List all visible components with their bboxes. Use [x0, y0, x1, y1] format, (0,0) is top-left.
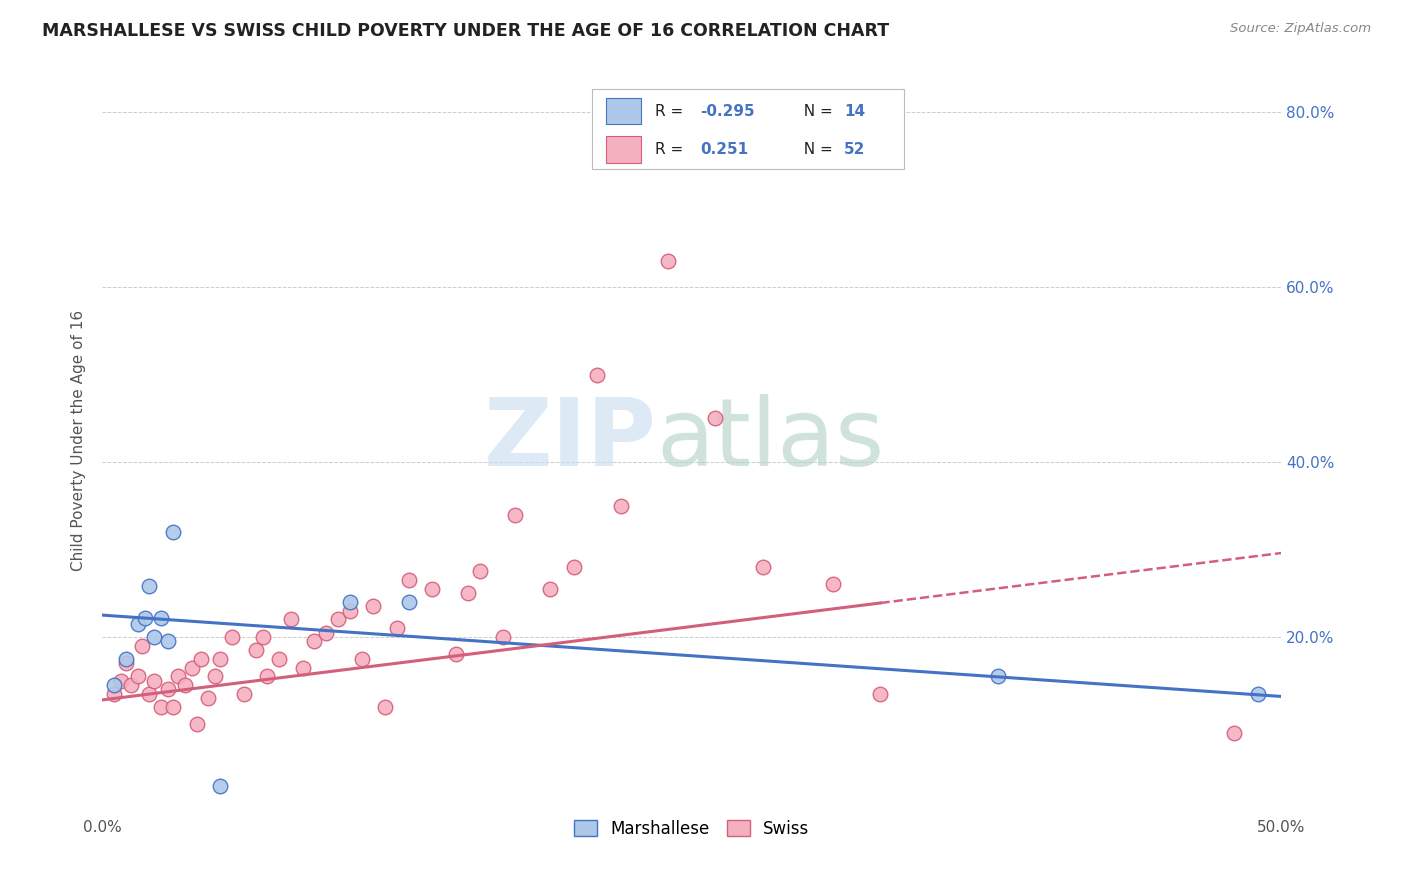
Point	[157, 682, 180, 697]
Point	[127, 669, 149, 683]
Text: -0.295: -0.295	[700, 103, 755, 119]
Point	[538, 582, 561, 596]
Point	[197, 691, 219, 706]
Point	[103, 678, 125, 692]
FancyBboxPatch shape	[606, 98, 641, 125]
Point	[131, 639, 153, 653]
Point	[180, 660, 202, 674]
Text: 14: 14	[844, 103, 865, 119]
Point	[326, 612, 349, 626]
Point	[657, 254, 679, 268]
Point	[422, 582, 444, 596]
Text: N =: N =	[794, 103, 838, 119]
Point	[869, 687, 891, 701]
Point	[186, 717, 208, 731]
Point	[110, 673, 132, 688]
Point	[114, 657, 136, 671]
Text: N =: N =	[794, 142, 838, 157]
Point	[339, 595, 361, 609]
Text: ZIP: ZIP	[484, 394, 657, 486]
Point	[315, 625, 337, 640]
Point	[704, 411, 727, 425]
Point	[127, 616, 149, 631]
Point	[103, 687, 125, 701]
Legend: Marshallese, Swiss: Marshallese, Swiss	[568, 814, 817, 845]
Point	[492, 630, 515, 644]
Point	[138, 687, 160, 701]
Point	[256, 669, 278, 683]
Point	[221, 630, 243, 644]
FancyBboxPatch shape	[592, 88, 904, 169]
Point	[150, 700, 173, 714]
Point	[162, 524, 184, 539]
Point	[245, 643, 267, 657]
Point	[823, 577, 845, 591]
Point	[468, 565, 491, 579]
Point	[385, 621, 408, 635]
Point	[280, 612, 302, 626]
Text: R =: R =	[655, 103, 689, 119]
Point	[143, 630, 166, 644]
Text: Source: ZipAtlas.com: Source: ZipAtlas.com	[1230, 22, 1371, 36]
Point	[444, 648, 467, 662]
Point	[173, 678, 195, 692]
FancyBboxPatch shape	[606, 136, 641, 163]
Point	[339, 604, 361, 618]
Text: MARSHALLESE VS SWISS CHILD POVERTY UNDER THE AGE OF 16 CORRELATION CHART: MARSHALLESE VS SWISS CHILD POVERTY UNDER…	[42, 22, 890, 40]
Point	[1247, 687, 1270, 701]
Point	[134, 611, 156, 625]
Point	[586, 368, 609, 382]
Point	[503, 508, 526, 522]
Point	[267, 652, 290, 666]
Point	[304, 634, 326, 648]
Text: 0.251: 0.251	[700, 142, 748, 157]
Point	[209, 652, 232, 666]
Text: 52: 52	[844, 142, 865, 157]
Point	[1223, 726, 1246, 740]
Point	[363, 599, 385, 614]
Point	[291, 660, 314, 674]
Point	[398, 595, 420, 609]
Point	[138, 579, 160, 593]
Point	[166, 669, 188, 683]
Text: atlas: atlas	[657, 394, 884, 486]
Point	[562, 560, 585, 574]
Text: R =: R =	[655, 142, 689, 157]
Point	[987, 669, 1010, 683]
Point	[232, 687, 254, 701]
Point	[252, 630, 274, 644]
Point	[190, 652, 212, 666]
Point	[751, 560, 773, 574]
Point	[374, 700, 396, 714]
Point	[204, 669, 226, 683]
Point	[143, 673, 166, 688]
Point	[350, 652, 373, 666]
Point	[398, 573, 420, 587]
Point	[457, 586, 479, 600]
Point	[114, 652, 136, 666]
Point	[209, 779, 232, 793]
Point	[120, 678, 142, 692]
Point	[162, 700, 184, 714]
Point	[610, 499, 633, 513]
Y-axis label: Child Poverty Under the Age of 16: Child Poverty Under the Age of 16	[72, 310, 86, 571]
Point	[150, 611, 173, 625]
Point	[157, 634, 180, 648]
